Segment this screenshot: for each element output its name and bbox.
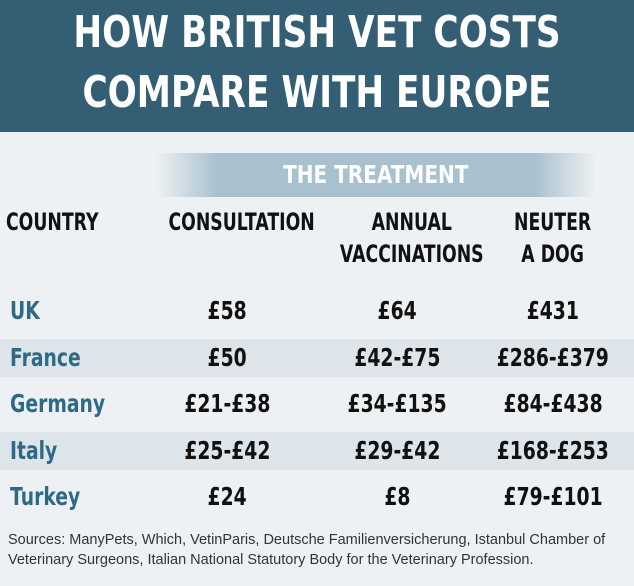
consultation-cell: £50: [207, 342, 248, 372]
treatment-group-header: THE TREATMENT: [283, 160, 469, 189]
neuter-cell: £168-£253: [496, 435, 610, 465]
table-row: Germany £21-£38 £34-£135 £84-£438: [0, 385, 634, 423]
neuter-cell: £431: [526, 296, 580, 325]
neuter-cell: £286-£379: [496, 342, 610, 372]
vaccinations-cell: £29-£42: [353, 435, 441, 465]
column-header-neuter-a-dog: NEUTER A DOG: [514, 208, 592, 268]
table-row: UK £58 £64 £431: [0, 292, 634, 330]
title-line-1: HOW BRITISH VET COSTS: [73, 7, 561, 58]
vaccinations-cell: £34-£135: [347, 389, 447, 418]
column-header-annual-vaccinations: ANNUAL VACCINATIONS: [339, 208, 484, 268]
column-header-country: COUNTRY: [6, 208, 99, 236]
country-cell: UK: [10, 296, 40, 325]
vaccinations-cell: £64: [377, 296, 417, 325]
consultation-cell: £24: [207, 482, 248, 511]
consultation-cell: £21-£38: [184, 389, 271, 418]
country-cell: France: [10, 342, 81, 372]
neuter-cell: £79-£101: [503, 482, 603, 511]
country-cell: Turkey: [10, 482, 81, 511]
consultation-cell: £25-£42: [184, 435, 271, 465]
vaccinations-cell: £42-£75: [353, 342, 441, 372]
column-header-consultation: CONSULTATION: [168, 208, 315, 236]
vaccinations-cell: £8: [383, 482, 411, 511]
country-cell: Germany: [10, 389, 106, 418]
table-row: France £50 £42-£75 £286-£379: [0, 338, 634, 377]
country-cell: Italy: [10, 435, 58, 465]
neuter-cell: £84-£438: [503, 389, 603, 418]
table-row: Italy £25-£42 £29-£42 £168-£253: [0, 431, 634, 470]
table-row: Turkey £24 £8 £79-£101: [0, 478, 634, 516]
treatment-band: [156, 153, 596, 197]
sources-note: Sources: ManyPets, Which, VetinParis, De…: [8, 532, 606, 568]
title-banner: HOW BRITISH VET COSTS COMPARE WITH EUROP…: [0, 0, 634, 132]
title-line-2: COMPARE WITH EUROPE: [82, 67, 552, 118]
consultation-cell: £58: [207, 296, 248, 325]
